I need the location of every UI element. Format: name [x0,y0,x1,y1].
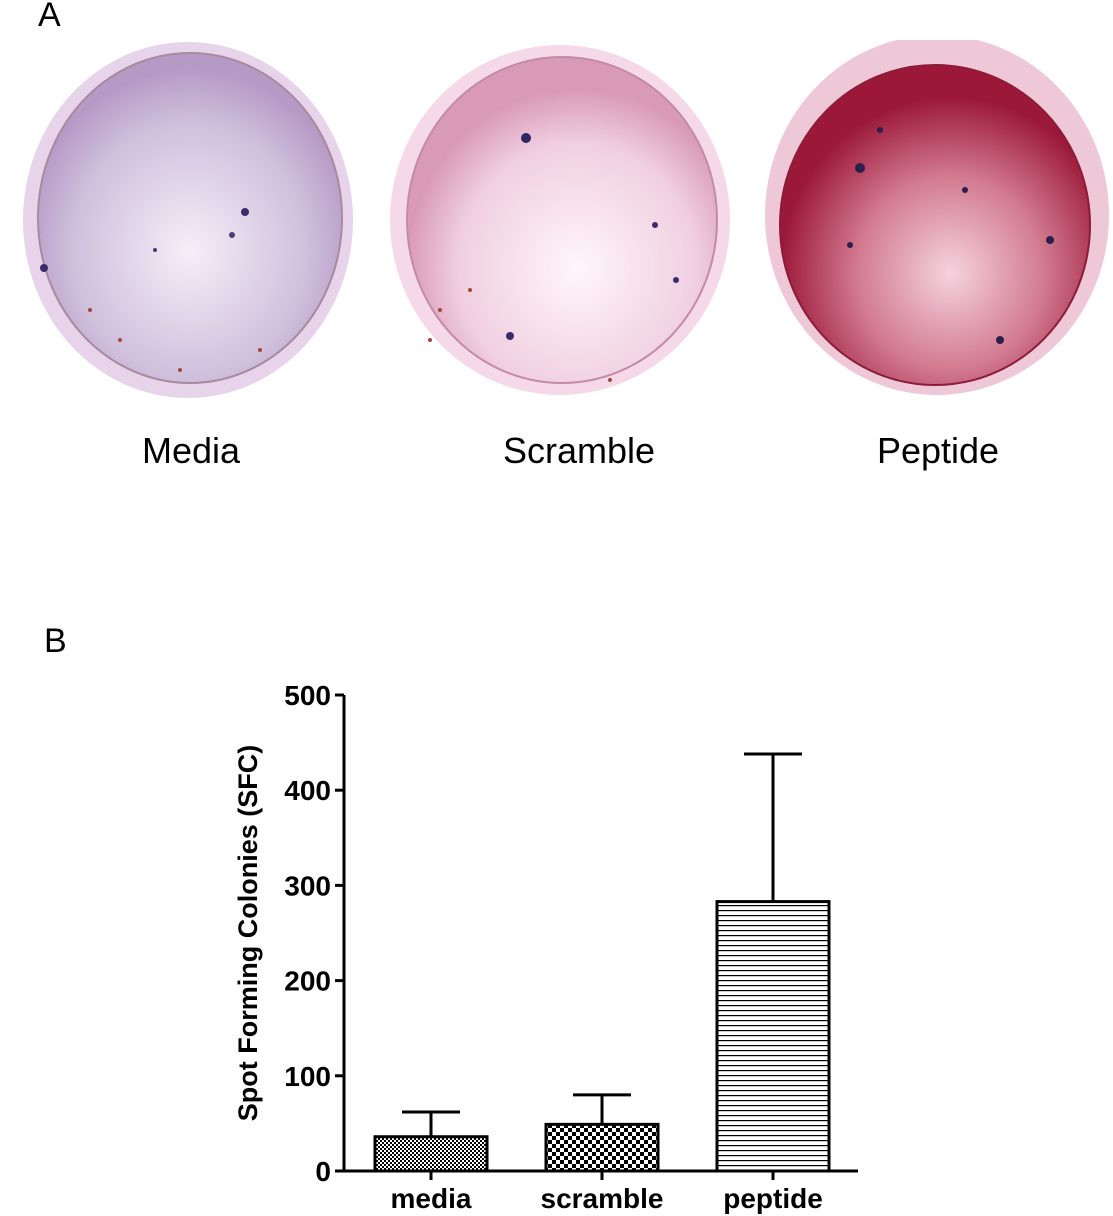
y-axis-label: Spot Forming Colonies (SFC) [233,745,263,1121]
bar-peptide [715,752,831,1173]
panel-a-label: A [38,0,61,34]
bar-media [373,1110,489,1173]
elispot-plates [23,40,1109,398]
plate-caption-peptide: Peptide [876,430,1000,471]
y-tick-label: 500 [284,680,331,711]
x-tick-label: peptide [723,1183,823,1214]
y-tick-label: 0 [315,1156,331,1187]
x-tick-label: scramble [541,1183,664,1214]
plate-peptide [765,40,1109,395]
bar-scramble [544,1093,660,1173]
y-tick-label: 100 [284,1061,331,1092]
plate-caption-scramble: Scramble [502,430,656,471]
plate-media [23,42,353,398]
y-tick-label: 400 [284,775,331,806]
x-tick-label: media [391,1183,472,1214]
y-tick-label: 200 [284,966,331,997]
plate-scramble [390,45,730,395]
y-tick-label: 300 [284,870,331,901]
plate-caption-media: Media [141,430,241,471]
chart-bars [373,752,831,1173]
panel-b-label: B [44,622,67,660]
